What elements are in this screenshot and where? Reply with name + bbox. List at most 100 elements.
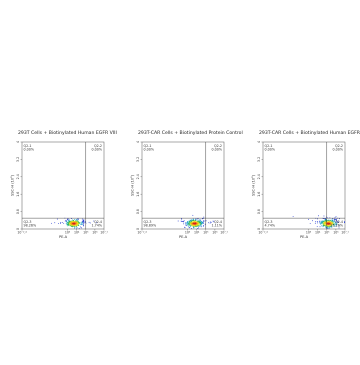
event-dot (66, 224, 68, 226)
event-dot (76, 227, 78, 229)
event-dot (321, 226, 323, 228)
event-dot (70, 224, 71, 226)
event-dot (74, 221, 76, 223)
event-dot (209, 222, 211, 224)
x-tick-label: 10⁶ (92, 231, 98, 235)
event-dot (68, 221, 70, 223)
event-dot (71, 221, 73, 223)
event-dot (74, 225, 76, 227)
event-dot (74, 224, 75, 226)
event-dot (93, 220, 95, 222)
event-dot (309, 222, 311, 224)
event-dot (187, 224, 189, 226)
event-dot (77, 218, 79, 220)
event-dot (332, 222, 334, 224)
event-dot (185, 222, 187, 224)
event-dot (194, 223, 196, 224)
event-dot (68, 220, 70, 222)
y-tick-label: 4 (136, 141, 140, 143)
event-dot (333, 219, 335, 221)
y-tick-label: 0 (257, 228, 261, 230)
event-dot (335, 225, 337, 227)
event-dot (323, 226, 324, 228)
event-dot (332, 219, 334, 221)
event-dot (331, 225, 333, 227)
event-dot (75, 227, 77, 229)
event-dot (78, 228, 80, 229)
event-dot (323, 222, 325, 224)
event-dot (316, 221, 318, 223)
event-dot (325, 220, 327, 222)
event-dot (69, 223, 71, 225)
event-dot (203, 216, 205, 218)
quadrant-percent: 0.00% (265, 148, 275, 152)
event-dot (195, 222, 196, 224)
event-dot (333, 223, 335, 225)
event-dot (188, 227, 190, 229)
event-dot (81, 227, 82, 229)
x-tick-label: 10⁻².⁴ (258, 231, 268, 235)
quadrant-percent: 0.00% (24, 148, 34, 152)
x-tick-label: 10⁷.¹ (100, 231, 108, 235)
event-dot (329, 221, 331, 223)
event-dot (200, 222, 202, 224)
event-dot (332, 221, 334, 223)
quadrant-percent: 0.00% (333, 148, 343, 152)
event-dot (200, 219, 202, 221)
event-dot (325, 219, 327, 221)
event-dot (198, 222, 200, 224)
event-dot (82, 219, 84, 221)
y-tick-label: 1.6 (16, 192, 20, 197)
y-tick-label: 2.4 (136, 174, 140, 179)
event-dot (83, 222, 85, 224)
event-dot (73, 223, 75, 225)
event-dot (328, 225, 330, 227)
event-dot (317, 215, 319, 217)
event-dot (68, 225, 70, 227)
event-dot (338, 227, 340, 229)
x-tick-label: 10⁻².⁴ (137, 231, 147, 235)
event-dot (322, 221, 324, 223)
event-dot (82, 221, 84, 223)
y-tick-label: 0.8 (16, 209, 20, 214)
event-dot (83, 219, 85, 221)
quadrant-percent: 0.00% (212, 148, 222, 152)
event-dot (338, 225, 340, 227)
event-dot (324, 218, 326, 220)
y-tick-label: 4 (257, 141, 261, 143)
event-dot (212, 220, 214, 222)
y-tick-label: 4 (16, 141, 20, 143)
event-dot (188, 223, 190, 225)
event-dot (202, 221, 203, 223)
event-dot (73, 221, 75, 223)
event-dot (337, 220, 339, 222)
event-dot (71, 224, 73, 225)
event-dot (195, 223, 197, 225)
plot-frame (262, 141, 346, 230)
event-dot (68, 222, 70, 224)
quadrant-name: Q2-2 (335, 144, 343, 148)
event-dot (177, 220, 179, 222)
event-dot (324, 224, 326, 226)
event-dot (344, 222, 345, 224)
event-dot (202, 221, 204, 222)
quadrant-percent: 0.00% (92, 148, 102, 152)
quadrant-percent: 0.00% (144, 148, 154, 152)
event-dot (308, 218, 309, 220)
event-dot (203, 222, 205, 224)
event-dot (96, 222, 98, 224)
event-dot (320, 220, 322, 222)
event-dot (70, 225, 71, 227)
event-dot (67, 218, 68, 220)
event-dot (198, 223, 200, 225)
event-dot (191, 221, 193, 223)
event-dot (327, 220, 329, 222)
event-dot (183, 221, 185, 223)
quadrant-name: Q2-1 (24, 144, 32, 148)
panel-1: 293T Cells + Biotinylated Human EGFR VII… (11, 130, 117, 239)
quadrant-percent: 4.74% (265, 224, 275, 228)
event-dot (194, 225, 196, 227)
event-dot (190, 225, 192, 227)
event-dot (324, 223, 326, 224)
event-dot (189, 225, 191, 227)
